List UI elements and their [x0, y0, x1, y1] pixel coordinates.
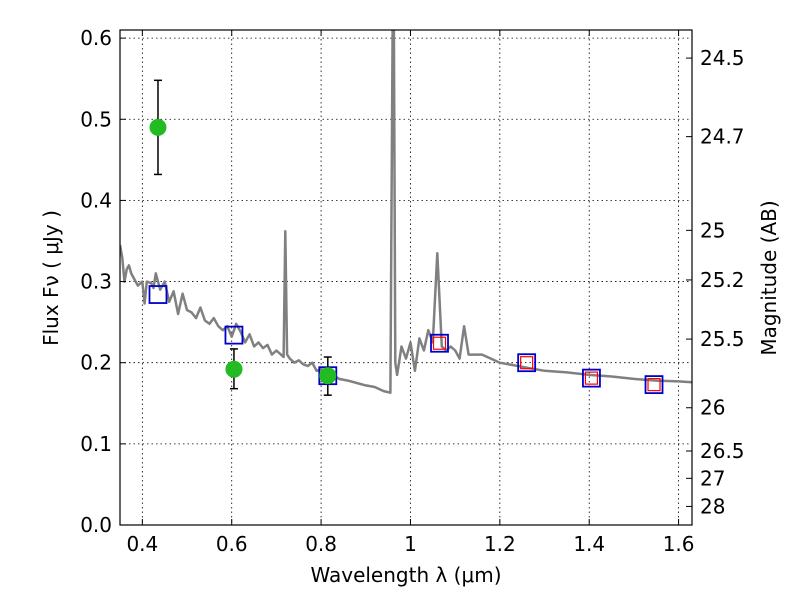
x-axis-label: Wavelength λ (μm): [310, 563, 501, 587]
red-square-marker: [647, 378, 661, 392]
y-tick-label: 0.6: [80, 26, 112, 50]
y-tick-label: 0.1: [80, 432, 112, 456]
series-layer: [120, 30, 692, 396]
red-square-marker: [520, 356, 534, 370]
red-square-marker: [432, 336, 447, 350]
x-tick-label: 1.4: [573, 532, 605, 556]
x-tick-label: 1.2: [484, 532, 516, 556]
red-square-marker: [584, 371, 599, 385]
x-tick-label: 0.8: [305, 532, 337, 556]
y-tick-label: 0.2: [80, 351, 112, 375]
mag-tick-label: 25.5: [700, 327, 745, 351]
x-tick-label: 1.6: [663, 532, 695, 556]
blue-square-marker: [148, 285, 168, 304]
blue-square-marker: [430, 333, 449, 353]
plot-area: [120, 30, 692, 396]
mag-tick-label: 25.2: [700, 268, 745, 292]
mag-tick-label: 26: [700, 396, 725, 420]
x-tick-label: 0.4: [126, 532, 158, 556]
y-tick-label: 0.0: [80, 513, 112, 537]
mag-tick-label: 27: [700, 466, 725, 490]
mag-tick-label: 25: [700, 218, 725, 242]
x-tick-label: 0.6: [216, 532, 248, 556]
blue-square-marker: [582, 368, 601, 388]
mag-tick-label: 28: [700, 494, 725, 518]
mag-tick-label: 24.7: [700, 125, 745, 149]
grid: [120, 30, 692, 525]
green-data-point: [225, 360, 243, 378]
y-tick-label: 0.4: [80, 188, 112, 212]
ticks: 0.4 0.6 0.8 1 1.2 1.4 1.6 0.0 0.1 0.2 0.3 0.4 0.5 0.6…: [80, 26, 744, 556]
y-tick-label: 0.5: [80, 107, 112, 131]
mag-tick-label: 24.5: [700, 46, 745, 70]
blue-square-marker: [644, 375, 664, 395]
green-data-point: [149, 118, 167, 136]
green-data-point: [319, 367, 337, 385]
blue-square-marker: [517, 353, 537, 373]
x-tick-label: 1: [404, 532, 417, 556]
plot-frame: [119, 29, 693, 526]
model-spectrum-line: [120, 30, 692, 394]
y-tick-label: 0.3: [80, 270, 112, 294]
blue-square-marker: [224, 325, 244, 345]
right-axis-label: Magnitude (AB): [757, 200, 781, 355]
mag-tick-label: 26.5: [700, 439, 745, 463]
y-axis-label: Flux Fν ( μJy ): [39, 210, 63, 346]
